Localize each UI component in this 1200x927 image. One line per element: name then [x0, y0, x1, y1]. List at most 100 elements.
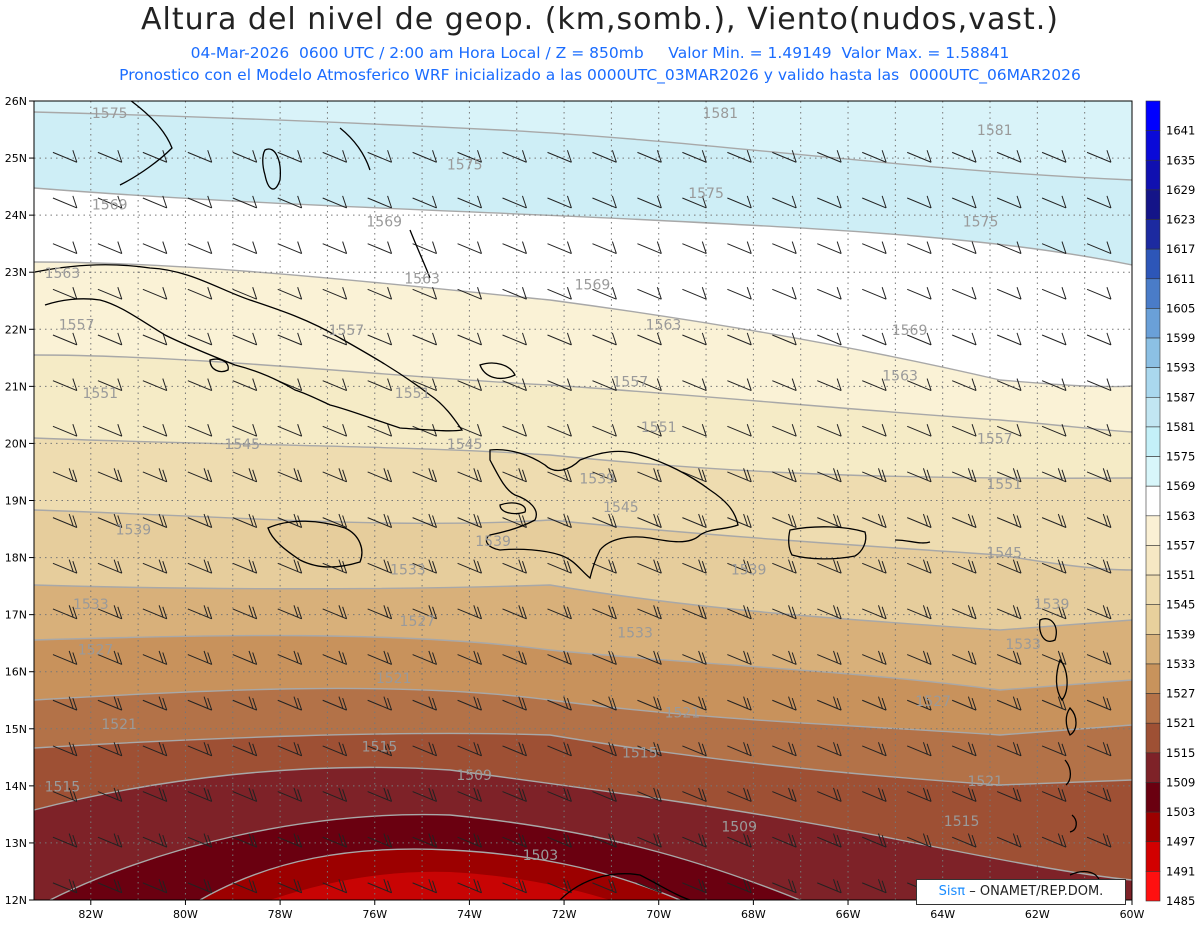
contour-label: 1545 — [447, 437, 483, 453]
lat-label: 26N — [5, 95, 27, 108]
wind-barb — [457, 650, 482, 665]
wind-barb — [232, 378, 258, 391]
wind-barb — [232, 559, 258, 574]
wind-barb — [1086, 468, 1112, 483]
wind-barb — [97, 513, 123, 528]
wind-barb — [367, 241, 393, 255]
wind-barb — [322, 332, 348, 346]
wind-barb — [457, 879, 482, 894]
colorbar-swatch — [1145, 485, 1161, 517]
wind-barb — [367, 468, 393, 483]
lat-lon-grid — [34, 101, 1132, 900]
wind-barb — [547, 195, 572, 209]
contour-label: 1527 — [400, 614, 436, 630]
wind-barb — [277, 332, 303, 346]
contour-label: 1533 — [617, 625, 653, 641]
contour-label: 1515 — [944, 814, 980, 830]
wind-barb — [232, 332, 258, 346]
contour-label: 1551 — [82, 386, 118, 402]
contour-label: 1545 — [986, 546, 1022, 562]
colorbar-swatch — [1145, 396, 1161, 428]
wind-barb — [367, 424, 393, 437]
wind-barb — [996, 468, 1022, 483]
wind-barb — [1041, 150, 1067, 163]
wind-barb — [457, 742, 482, 757]
wind-barb — [637, 605, 662, 620]
contour-label: 1551 — [641, 420, 677, 436]
wind-barb — [547, 241, 572, 255]
wind-barb — [996, 150, 1022, 163]
wind-barb — [142, 468, 168, 483]
wind-barb — [52, 424, 78, 437]
wind-barb — [322, 650, 348, 665]
wind-barb — [862, 559, 887, 574]
wind-barb — [457, 424, 482, 437]
wind-barb — [277, 150, 303, 163]
wind-barb — [547, 696, 572, 711]
wind-barb — [772, 696, 797, 711]
contour-label: 1503 — [523, 848, 559, 864]
lon-label: 78W — [268, 908, 293, 921]
wind-barb — [907, 195, 932, 209]
wind-barb — [97, 150, 123, 163]
wind-barb — [817, 605, 842, 620]
wind-barb — [772, 879, 797, 894]
isla-juventud-coast — [209, 358, 229, 373]
wind-barb — [322, 195, 348, 209]
florida-coast — [119, 101, 173, 186]
wind-barb — [772, 650, 797, 665]
wind-barb — [1041, 468, 1067, 483]
wind-barb — [772, 787, 797, 802]
wind-barb — [52, 241, 78, 255]
wind-barb — [367, 287, 393, 300]
wind-barb — [367, 742, 393, 757]
wind-barb — [951, 833, 977, 848]
wind-barb — [322, 150, 348, 163]
wind-barb — [682, 378, 707, 391]
wind-barb — [862, 833, 887, 848]
wind-barb — [187, 150, 213, 163]
wind-barb — [727, 787, 752, 802]
wind-barb — [1086, 650, 1112, 665]
wind-barb — [52, 513, 78, 528]
wind-barb — [817, 150, 842, 163]
colorbar-label: 1539 — [1166, 627, 1195, 641]
wind-barb — [951, 468, 977, 483]
wind-barb — [1041, 332, 1067, 346]
lesser-antilles-guadeloupe — [1039, 618, 1057, 642]
wind-barb — [322, 696, 348, 711]
wind-barb — [547, 650, 572, 665]
wind-barb — [547, 332, 572, 346]
contour-labels: 1575 1575 1575 1575 1581 1581 1569 1569 1569 1569… — [45, 106, 1070, 864]
contour-label: 1551 — [395, 386, 431, 402]
wind-barb — [862, 879, 887, 894]
wind-barb — [996, 605, 1022, 620]
lon-label: 74W — [457, 908, 482, 921]
wind-barb — [52, 332, 78, 346]
wind-barb — [187, 833, 213, 848]
wind-barb — [457, 287, 482, 300]
wind-barb — [547, 378, 572, 391]
wind-barb — [457, 605, 482, 620]
wind-barb — [592, 150, 617, 163]
wind-barb — [907, 150, 932, 163]
wind-barb — [817, 241, 842, 255]
wind-barb — [1041, 195, 1067, 209]
wind-barb — [817, 787, 842, 802]
wind-barb — [996, 424, 1022, 437]
colorbar-label: 1617 — [1166, 242, 1195, 256]
wind-barb — [817, 378, 842, 391]
wind-barb — [951, 332, 977, 346]
credit-org: – ONAMET/REP.DOM. — [969, 884, 1104, 899]
wind-barb — [772, 513, 797, 528]
wind-barb — [232, 287, 258, 300]
contour-label: 1575 — [92, 106, 128, 122]
wind-barb — [52, 287, 78, 300]
wind-barb — [637, 378, 662, 391]
colorbar-label: 1629 — [1166, 183, 1195, 197]
wind-barb — [772, 195, 797, 209]
wind-barb — [817, 513, 842, 528]
wind-barb — [142, 332, 168, 346]
wind-barb — [862, 513, 887, 528]
lat-label: 16N — [5, 666, 27, 679]
